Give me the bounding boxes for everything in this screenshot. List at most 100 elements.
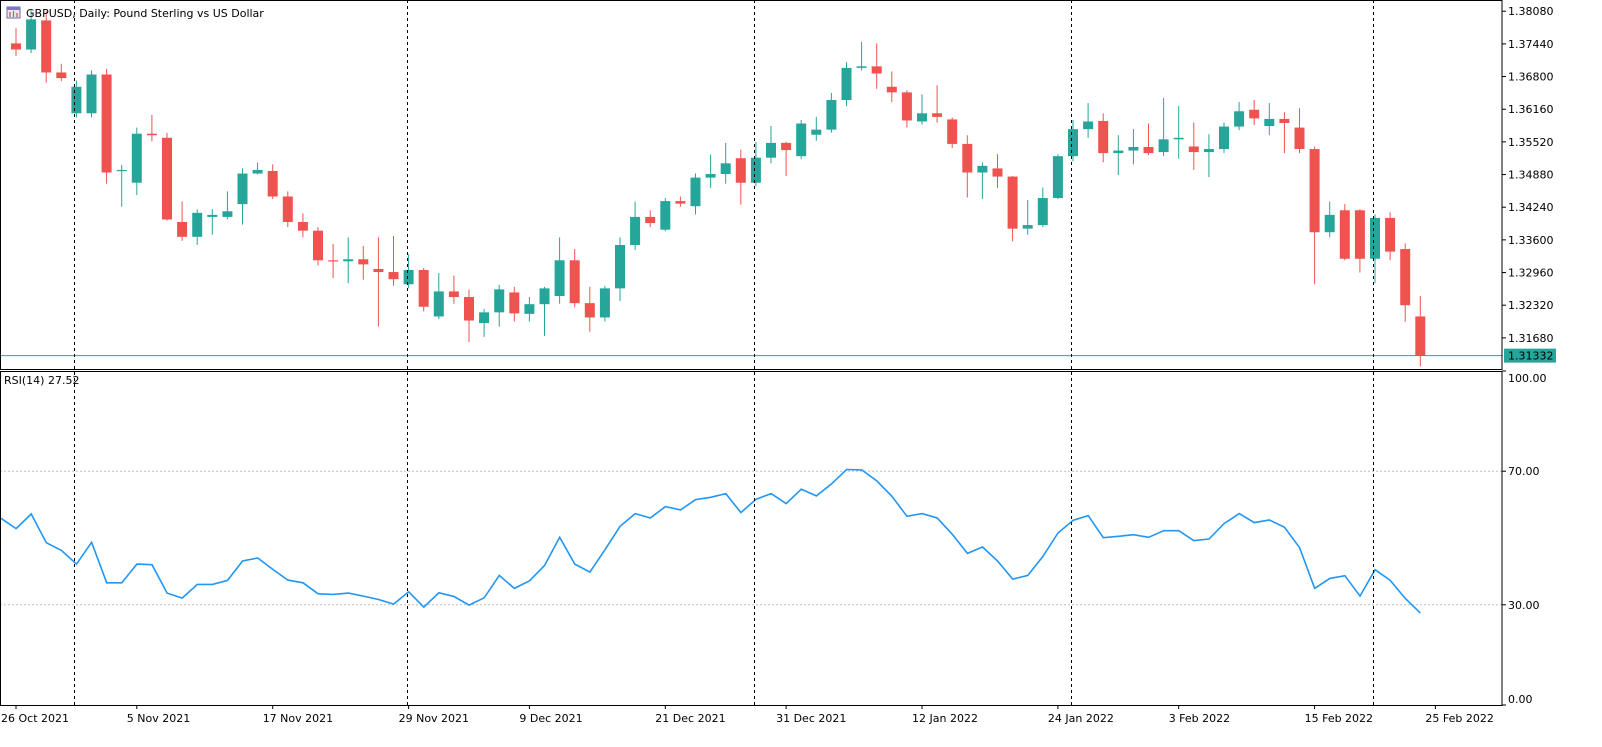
- time-tick-label: 25 Feb 2022: [1425, 712, 1493, 725]
- candle-body: [222, 211, 233, 217]
- candle-body: [720, 163, 731, 175]
- time-tick-label: 24 Jan 2022: [1048, 712, 1114, 725]
- time-tick-label: 31 Dec 2021: [776, 712, 846, 725]
- candle-body: [539, 288, 550, 305]
- candle-body: [826, 100, 837, 130]
- candle-body: [1022, 225, 1033, 229]
- candle-body: [494, 289, 505, 313]
- candle-body: [1370, 217, 1380, 259]
- candle-body: [675, 201, 686, 204]
- price-tick-label: 1.35520: [1508, 136, 1554, 149]
- candle-body: [343, 259, 354, 262]
- price-wicks: [15, 10, 1421, 367]
- time-tick-label: 9 Dec 2021: [519, 712, 582, 725]
- time-tick-label: 26 Oct 2021: [1, 712, 69, 725]
- candle-body: [1219, 126, 1229, 150]
- candle-body: [524, 304, 535, 314]
- candle-body: [630, 216, 641, 245]
- candle-body: [11, 43, 21, 50]
- candle-body: [131, 133, 142, 183]
- candle-body: [41, 20, 52, 73]
- candle-body: [584, 303, 595, 318]
- candle-body: [1037, 198, 1048, 226]
- candle-body: [71, 86, 82, 114]
- candle-body: [479, 312, 490, 324]
- time-tick-label: 12 Jan 2022: [912, 712, 978, 725]
- rsi-label: RSI(14) 27.52: [4, 374, 79, 387]
- price-pane-frame: [0, 0, 1503, 370]
- candle-body: [56, 72, 67, 79]
- candle-body: [750, 157, 761, 183]
- price-axis: 1.38080 1.37440 1.36800 1.36160 1.35520 1.348…: [1502, 5, 1554, 345]
- time-tick-label: 15 Feb 2022: [1305, 712, 1373, 725]
- candle-body: [1415, 316, 1426, 356]
- price-tick-label: 1.36160: [1508, 103, 1554, 116]
- price-tick-label: 1.34240: [1508, 201, 1554, 214]
- candle-body: [358, 259, 369, 265]
- price-tick-label: 1.36800: [1508, 71, 1554, 84]
- candle-body: [645, 216, 656, 224]
- price-tick-label: 1.31680: [1508, 332, 1554, 345]
- candle-body: [388, 272, 399, 280]
- price-pane[interactable]: [0, 10, 1502, 367]
- rsi-pane-frame: [0, 371, 1503, 706]
- candle-body: [1234, 111, 1245, 127]
- candle-body: [267, 170, 278, 197]
- candle-body: [932, 113, 943, 117]
- candle-body: [962, 143, 973, 173]
- candle-body: [1143, 146, 1154, 154]
- rsi-tick-label: 0.00: [1508, 693, 1533, 706]
- candle-body: [705, 174, 716, 178]
- candle-body: [856, 66, 867, 68]
- candle-body: [252, 169, 263, 174]
- rsi-tick-label: 100.00: [1508, 372, 1547, 385]
- candle-body: [297, 222, 308, 231]
- candle-body: [86, 74, 97, 114]
- candle-body: [660, 201, 671, 230]
- candle-body: [1400, 249, 1411, 306]
- price-tick-label: 1.33600: [1508, 234, 1554, 247]
- candle-body: [1339, 210, 1350, 259]
- chart-window-icon: [6, 6, 21, 19]
- candle-body: [1068, 129, 1078, 157]
- candle-body: [1007, 176, 1018, 229]
- candle-body: [1188, 146, 1199, 153]
- current-price-badge: 1.31332: [1504, 348, 1556, 363]
- candle-body: [116, 169, 127, 172]
- candle-body: [886, 86, 897, 93]
- candle-body: [1173, 137, 1184, 140]
- candle-body: [1279, 118, 1290, 123]
- candle-body: [1354, 210, 1365, 259]
- rsi-pane[interactable]: [0, 468, 1502, 614]
- pane-frames: [0, 0, 1503, 706]
- current-price-label: 1.31332: [1508, 350, 1554, 363]
- rsi-axis: 100.00 70.00 30.00 0.00: [1502, 370, 1547, 706]
- candle-body: [766, 142, 776, 158]
- time-tick-label: 5 Nov 2021: [127, 712, 190, 725]
- time-axis: 26 Oct 2021 5 Nov 2021 17 Nov 2021 29 Nov 2…: [1, 705, 1494, 725]
- price-tick-label: 1.32960: [1508, 267, 1554, 280]
- candle-body: [1052, 156, 1063, 199]
- candle-body: [901, 92, 912, 121]
- candle-body: [162, 137, 172, 220]
- candle-body: [1098, 120, 1109, 154]
- time-tick-label: 3 Feb 2022: [1169, 712, 1230, 725]
- candle-body: [690, 177, 701, 207]
- candle-body: [1294, 127, 1305, 150]
- candle-body: [1264, 118, 1275, 127]
- price-tick-label: 1.37440: [1508, 38, 1554, 51]
- candle-body: [192, 212, 203, 237]
- candle-body: [509, 292, 520, 314]
- candle-body: [1385, 217, 1396, 252]
- chart-title-group: GBPUSD, Daily: Pound Sterling vs US Doll…: [6, 6, 264, 20]
- candle-body: [403, 269, 414, 285]
- candle-body: [947, 119, 958, 144]
- candle-body: [977, 165, 988, 173]
- candle-body: [177, 222, 188, 237]
- candle-body: [992, 168, 1003, 177]
- candle-body: [101, 74, 112, 173]
- time-tick-label: 17 Nov 2021: [263, 712, 333, 725]
- candle-body: [282, 196, 293, 223]
